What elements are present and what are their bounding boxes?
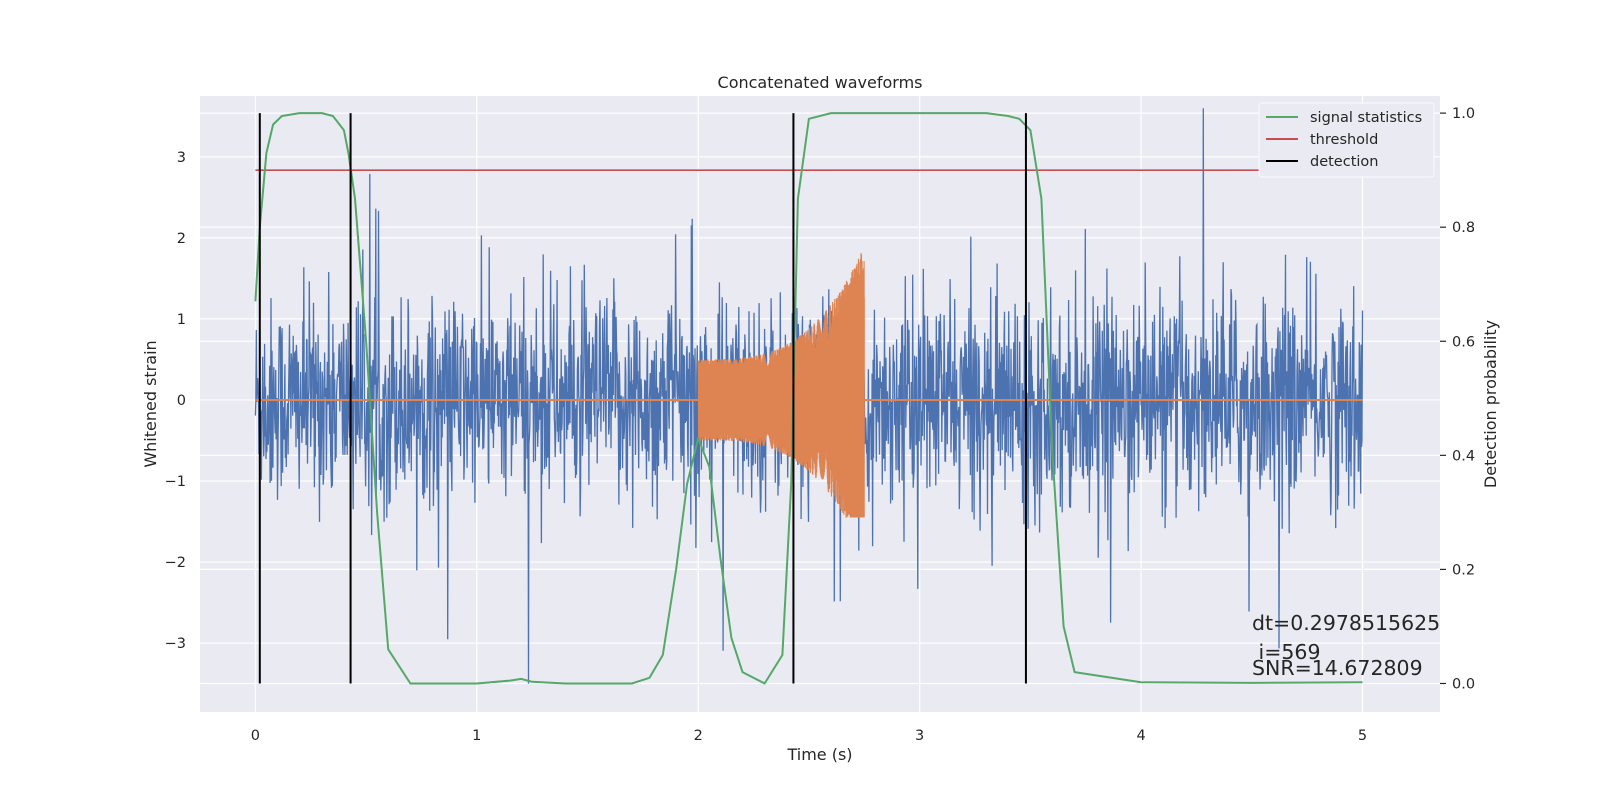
legend-box: [1258, 102, 1435, 178]
y-tick-label-left: −1: [165, 474, 186, 490]
x-tick-label: 4: [1136, 728, 1145, 744]
annotation-text: dt=0.2978515625 i=569 SNR=14.672809: [1252, 611, 1440, 680]
x-tick-label: 5: [1358, 728, 1367, 744]
y-tick-label-right: 0.0: [1452, 676, 1475, 692]
y-tick-label-left: 0: [177, 393, 186, 409]
y-axis-right-ticks: 0.0 0.2 0.4 0.6 0.8 1.0: [1440, 106, 1475, 692]
x-tick-label: 1: [472, 728, 481, 744]
y-axis-left-ticks: −3 −2 −1 0 1 2 3: [165, 150, 186, 652]
y-axis-left-label: Whitened strain: [141, 340, 160, 467]
x-tick-label: 3: [915, 728, 924, 744]
y-tick-label-left: −2: [165, 555, 186, 571]
legend-label-detection: detection: [1310, 154, 1378, 170]
y-axis-right-label: Detection probability: [1481, 320, 1500, 488]
y-tick-label-right: 0.2: [1452, 562, 1475, 578]
annotation-dt: dt=0.2978515625: [1252, 611, 1440, 635]
x-axis-ticks: 0 1 2 3 4 5: [251, 728, 1367, 744]
y-tick-label-left: −3: [165, 636, 186, 652]
series-layer: [254, 108, 1385, 685]
annotation-snr: SNR=14.672809: [1252, 656, 1423, 680]
series-signal-statistics: [254, 112, 1363, 685]
grid: [200, 96, 1440, 712]
y-tick-label-left: 1: [177, 312, 186, 328]
y-tick-label-left: 3: [177, 150, 186, 166]
x-axis-label: Time (s): [786, 745, 852, 764]
legend-label-signal-statistics: signal statistics: [1310, 110, 1422, 126]
legend-label-threshold: threshold: [1310, 132, 1378, 148]
y-tick-label-right: 0.4: [1452, 448, 1475, 464]
series-waveform-chirp: [697, 253, 865, 518]
x-tick-label: 0: [251, 728, 260, 744]
legend: signal statistics threshold detection: [1258, 102, 1435, 178]
y-tick-label-left: 2: [177, 231, 186, 247]
y-tick-label-right: 0.8: [1452, 220, 1475, 236]
chart-title: Concatenated waveforms: [718, 73, 923, 92]
annotation-i: i=569: [1252, 640, 1321, 664]
x-tick-label: 2: [694, 728, 703, 744]
y-tick-label-right: 1.0: [1452, 106, 1475, 122]
y-tick-label-right: 0.6: [1452, 334, 1475, 350]
